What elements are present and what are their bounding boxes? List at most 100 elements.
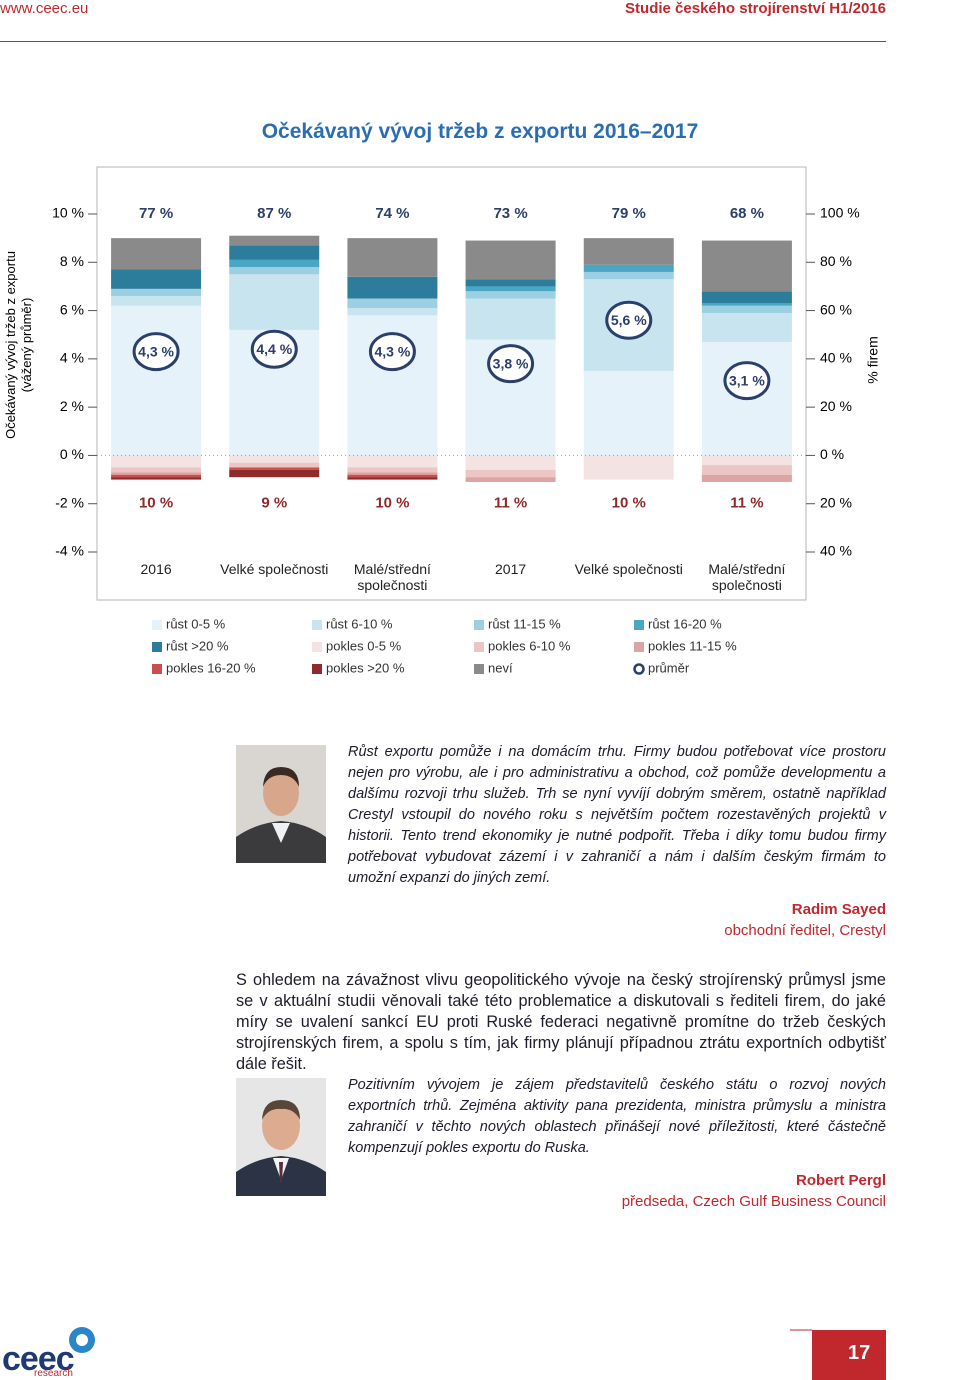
quote-role: předseda, Czech Gulf Business Council [621,1193,886,1210]
quote-name: Radim Sayed [791,901,886,918]
legend-label: pokles 0-5 % [326,638,402,653]
decline-share-label: 10 % [375,495,409,512]
legend-swatch [634,620,644,630]
bar-segment [111,305,202,456]
legend-swatch [633,663,645,675]
bar-segment [111,467,202,473]
legend-swatch [152,642,162,652]
bar-segment [229,455,320,463]
legend-label: neví [488,660,513,675]
quote-signature: Robert Pergl předseda, Czech Gulf Busine… [622,1170,886,1212]
page-number: 17 [848,1342,871,1364]
average-marker [368,332,416,372]
bar-segment [347,477,438,480]
bar-segment [347,474,438,478]
x-tick-label: Velké společnosti [574,561,683,577]
bar-segment [465,286,556,292]
bar-segment [229,469,320,478]
x-tick-label: Velké společnosti [220,561,329,577]
legend-swatch [152,664,162,674]
quote-name: Robert Pergl [795,1172,886,1189]
y-tick-label: 6 % [60,301,84,317]
study-title: Studie českého strojírenství H1/2016 [625,0,886,17]
legend-label: pokles 6-10 % [488,638,571,653]
legend-label: průměr [648,660,690,675]
y2-axis-title: % firem [865,336,881,383]
y2-tick-label: 40 % [820,350,852,366]
bar-segment [583,455,674,480]
average-label: 3,8 % [493,355,529,371]
bar-segment [583,264,674,272]
growth-share-label: 87 % [257,205,291,222]
decline-share-label: 9 % [261,495,287,512]
legend-swatch [312,620,322,630]
decline-share-label: 10 % [612,495,646,512]
legend-swatch [312,642,322,652]
quote-role: obchodní ředitel, Crestyl [724,922,886,939]
quote-signature: Radim Sayed obchodní ředitel, Crestyl [724,899,886,941]
footer-art [69,1327,886,1380]
bar-segment [465,298,556,340]
y-tick-label: -4 % [55,543,84,559]
bar-segment [111,296,202,306]
bar-segment [347,308,438,316]
legend-label: růst >20 % [166,638,229,653]
bar-segment [111,288,202,297]
average-marker [250,329,298,369]
photo [236,1078,326,1196]
bar-segment [347,455,438,468]
y-tick-label: 8 % [60,253,84,269]
y-axis-title: Očekávaný vývoj tržeb z exportu(vážený p… [3,251,34,439]
y-tick-label: 4 % [60,350,84,366]
bar-segment [111,474,202,478]
y2-tick-label: 60 % [820,301,852,317]
bar-segment [347,467,438,473]
bar-segment [465,455,556,470]
bar-segment [347,238,438,277]
average-label: 3,1 % [729,372,765,388]
bar-segment [111,269,202,289]
y2-tick-label: 80 % [820,253,852,269]
chart: Očekávaný vývoj tržeb z exportu(vážený p… [3,166,881,675]
growth-share-label: 79 % [612,205,646,222]
bar-segment [111,238,202,270]
bar-segment [465,477,556,482]
legend-label: růst 0-5 % [166,616,226,631]
quote-text: Růst exportu pomůže i na domácím trhu. F… [348,744,886,886]
legend-swatch [474,642,484,652]
average-label: 4,3 % [138,343,174,359]
y2-tick-label: 20 % [820,398,852,414]
average-label: 4,4 % [256,341,292,357]
bar-segment [229,274,320,330]
x-tick-label: Malé/střední společnosti [353,561,431,593]
bar-segment [347,472,438,475]
y-tick-label: 0 % [60,446,84,462]
legend-swatch [152,620,162,630]
photo-art [236,745,326,863]
decline-share-label: 11 % [494,495,527,512]
bar-segment [111,455,202,468]
bar-segment [229,462,320,468]
x-tick-label: 2016 [140,561,172,577]
photo [236,745,326,863]
growth-share-label: 73 % [493,205,527,222]
bar-segment [701,465,792,475]
bar-segment [583,238,674,265]
header-rule [0,41,886,42]
bar-segment [465,469,556,478]
legend-swatch [312,664,322,674]
bar-segment [583,370,674,456]
average-label: 4,3 % [375,343,411,359]
legend-label: růst 11-15 % [488,616,561,631]
y2-tick-label: 20 % [820,494,852,510]
bar-segment [465,279,556,287]
bar-segment [347,298,438,309]
decline-share-label: 11 % [730,495,763,512]
bar-segment [701,240,792,292]
bar-segment [701,291,792,304]
bar-segment [583,271,674,280]
bar-segment [465,240,556,280]
bar-segment [229,267,320,275]
y-tick-label: 2 % [60,398,84,414]
y-tick-label: 10 % [52,205,84,221]
